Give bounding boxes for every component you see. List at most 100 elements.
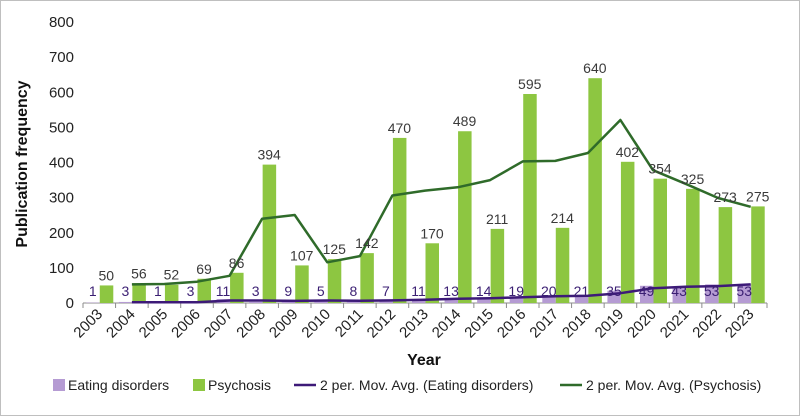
- x-tick-label: 2020: [624, 306, 660, 342]
- x-tick-label: 2014: [429, 306, 465, 342]
- data-label-eating-disorders: 3: [252, 283, 260, 299]
- data-label-psychosis: 142: [355, 235, 379, 251]
- legend-label: Psychosis: [208, 377, 271, 393]
- data-label-eating-disorders: 14: [476, 283, 492, 299]
- bar-psychosis: [751, 206, 765, 303]
- y-axis-title: Publication frequency: [14, 80, 31, 247]
- data-label-eating-disorders: 1: [89, 283, 97, 299]
- bar-psychosis: [328, 259, 342, 303]
- bar-psychosis: [295, 265, 309, 303]
- data-label-psychosis: 211: [486, 211, 509, 227]
- y-tick-label: 200: [49, 225, 74, 242]
- data-label-psychosis: 489: [453, 113, 477, 129]
- data-label-psychosis: 170: [420, 225, 444, 241]
- bar-psychosis: [588, 78, 602, 303]
- bar-psychosis: [100, 285, 114, 303]
- x-tick-label: 2021: [657, 306, 693, 342]
- data-label-psychosis: 402: [616, 144, 640, 160]
- y-tick-label: 0: [66, 295, 74, 312]
- x-tick-label: 2003: [70, 306, 106, 342]
- bar-psychosis: [458, 131, 472, 303]
- data-label-eating-disorders: 11: [216, 283, 231, 299]
- data-label-psychosis: 275: [746, 188, 770, 204]
- data-label-psychosis: 86: [229, 255, 245, 271]
- data-label-eating-disorders: 43: [671, 283, 687, 299]
- x-tick-label: 2015: [461, 306, 497, 342]
- bar-psychosis: [556, 228, 570, 303]
- bar-psychosis: [523, 94, 537, 303]
- data-label-eating-disorders: 9: [284, 283, 292, 299]
- y-tick-label: 600: [49, 84, 74, 101]
- bar-psychosis: [426, 243, 440, 303]
- bar-psychosis: [621, 162, 635, 303]
- y-tick-label: 700: [49, 49, 74, 66]
- x-tick-label: 2008: [233, 306, 269, 342]
- data-label-eating-disorders: 3: [121, 283, 129, 299]
- data-label-eating-disorders: 35: [606, 283, 622, 299]
- data-label-eating-disorders: 53: [704, 283, 720, 299]
- x-tick-label: 2005: [136, 306, 172, 342]
- x-tick-label: 2019: [592, 306, 628, 342]
- bar-psychosis: [132, 283, 146, 303]
- data-label-eating-disorders: 1: [154, 283, 162, 299]
- bar-psychosis: [491, 229, 505, 303]
- data-label-eating-disorders: 11: [411, 283, 426, 299]
- y-tick-label: 100: [49, 260, 74, 277]
- data-label-psychosis: 214: [551, 210, 575, 226]
- y-tick-label: 800: [49, 14, 74, 31]
- x-tick-label: 2007: [201, 306, 237, 342]
- data-label-psychosis: 107: [290, 247, 314, 263]
- x-tick-label: 2022: [689, 306, 725, 342]
- legend-swatch: [53, 379, 65, 391]
- data-label-psychosis: 640: [583, 60, 607, 76]
- legend-label: 2 per. Mov. Avg. (Eating disorders): [320, 377, 533, 393]
- bar-psychosis: [263, 165, 277, 303]
- legend-swatch: [193, 379, 205, 391]
- bar-psychosis: [360, 253, 374, 303]
- x-tick-label: 2009: [266, 306, 302, 342]
- x-tick-label: 2013: [396, 306, 432, 342]
- data-label-psychosis: 325: [681, 171, 705, 187]
- x-tick-label: 2016: [494, 306, 530, 342]
- data-label-psychosis: 595: [518, 76, 542, 92]
- bar-psychosis: [393, 138, 407, 303]
- data-label-eating-disorders: 7: [382, 283, 390, 299]
- data-label-eating-disorders: 49: [639, 283, 655, 299]
- data-label-psychosis: 69: [196, 261, 212, 277]
- data-label-eating-disorders: 5: [317, 283, 325, 299]
- y-tick-label: 500: [49, 119, 74, 136]
- x-tick-label: 2010: [298, 306, 334, 342]
- x-tick-label: 2011: [332, 306, 367, 341]
- bar-psychosis: [165, 285, 179, 303]
- bar-eating-disorders: [249, 302, 263, 303]
- data-label-eating-disorders: 3: [187, 283, 195, 299]
- data-label-psychosis: 470: [388, 120, 412, 136]
- data-label-psychosis: 273: [713, 189, 737, 205]
- y-tick-label: 400: [49, 155, 74, 172]
- bar-psychosis: [230, 273, 244, 303]
- data-label-psychosis: 52: [164, 267, 180, 283]
- data-label-eating-disorders: 53: [736, 283, 752, 299]
- x-tick-label: 2017: [526, 306, 562, 342]
- bar-psychosis: [654, 179, 668, 303]
- bar-eating-disorders: [119, 302, 133, 303]
- x-tick-label: 2004: [103, 306, 139, 342]
- bar-psychosis: [719, 207, 733, 303]
- data-label-psychosis: 50: [98, 267, 114, 283]
- legend-label: Eating disorders: [68, 377, 169, 393]
- data-label-psychosis: 125: [323, 241, 347, 257]
- x-tick-label: 2012: [364, 306, 400, 342]
- data-label-eating-disorders: 20: [541, 283, 557, 299]
- x-tick-label: 2018: [559, 306, 595, 342]
- legend-label: 2 per. Mov. Avg. (Psychosis): [586, 377, 761, 393]
- x-axis-title: Year: [407, 352, 441, 369]
- y-tick-label: 300: [49, 190, 74, 207]
- legend: Eating disorders Psychosis 2 per. Mov. Avg…: [53, 377, 761, 393]
- data-label-psychosis: 56: [131, 265, 147, 281]
- data-label-eating-disorders: 21: [574, 283, 590, 299]
- data-label-eating-disorders: 19: [508, 283, 524, 299]
- x-tick-label: 2023: [722, 306, 758, 342]
- data-label-psychosis: 354: [648, 161, 672, 177]
